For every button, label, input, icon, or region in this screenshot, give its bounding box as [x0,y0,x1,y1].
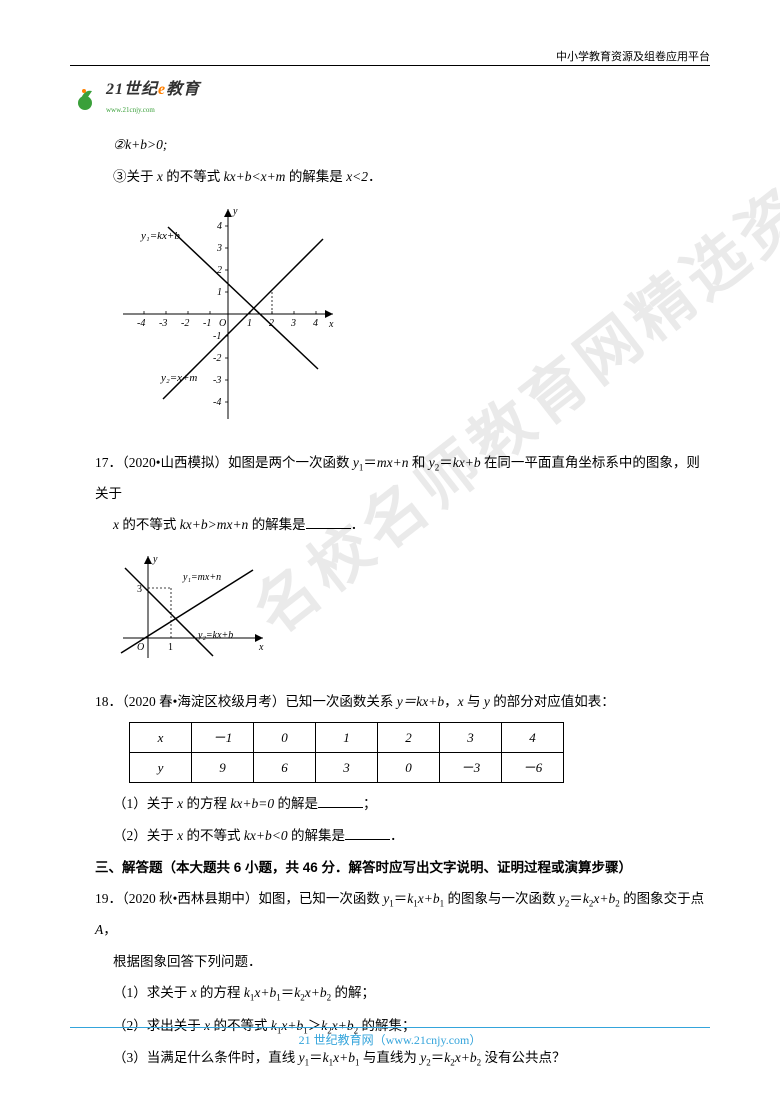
xy-table: x－101234 y9630－3－6 [129,722,564,783]
svg-text:y₁=kx+b: y₁=kx+b [140,230,180,242]
svg-text:y₂=kx+b: y₂=kx+b [197,630,233,641]
footer-rule [70,1027,710,1028]
svg-text:x: x [258,642,264,653]
question-18-2: （2）关于 x 的不等式 kx+b<0 的解集是． [95,821,710,851]
question-18-1: （1）关于 x 的方程 kx+b=0 的解是； [95,789,710,819]
blank-18-1 [318,795,363,809]
document-body: ②k+b>0; ③关于 x 的不等式 kx+b<x+m 的解集是 x<2． y … [95,130,710,1076]
logo-text: 21世纪e教育 [106,81,200,98]
svg-text:-3: -3 [159,318,167,329]
graph-2: y x O 3 1 y₁=mx+n y₂=kx+b [113,548,710,679]
table-row: y9630－3－6 [130,753,564,783]
blank-17 [306,516,351,530]
svg-text:1: 1 [217,287,222,298]
table-row: x－101234 [130,723,564,753]
svg-text:O: O [219,318,226,329]
blank-18-2 [345,826,390,840]
svg-text:4: 4 [217,221,222,232]
site-logo: 21世纪e教育 www.21cnjy.com [70,75,210,115]
header-subtitle: 中小学教育资源及组卷应用平台 [556,48,710,64]
svg-text:y: y [232,206,238,217]
svg-text:3: 3 [290,318,296,329]
logo-icon [70,81,100,111]
svg-text:O: O [137,642,144,653]
svg-text:-1: -1 [203,318,211,329]
graph-1: y x O 4 3 2 1 -1 -2 -3 -4 -4 -3 -2 -1 1 … [113,199,710,440]
svg-text:3: 3 [216,243,222,254]
question-17-line2: x 的不等式 kx+b>mx+n 的解集是． [95,510,710,540]
svg-text:-4: -4 [213,397,221,408]
svg-text:3: 3 [137,584,142,595]
svg-text:-1: -1 [213,331,221,342]
header-rule [70,65,710,66]
svg-text:1: 1 [247,318,252,329]
svg-text:-4: -4 [137,318,145,329]
question-17: 17．（2020•山西模拟）如图是两个一次函数 y1＝mx+n 和 y2＝kx+… [95,448,710,508]
svg-text:-3: -3 [213,375,221,386]
svg-text:y₂=x+m: y₂=x+m [160,372,197,384]
question-19: 19．（2020 秋•西林县期中）如图，已知一次函数 y1＝k1x+b1 的图象… [95,884,710,944]
svg-text:y₁=mx+n: y₁=mx+n [182,572,221,583]
svg-text:-2: -2 [181,318,189,329]
question-19-line2: 根据图象回答下列问题． [95,947,710,977]
question-19-1: （1）求关于 x 的方程 k1x+b1＝k2x+b2 的解； [95,978,710,1008]
section-3-heading: 三、解答题（本大题共 6 小题，共 46 分．解答时应写出文字说明、证明过程或演… [95,853,710,883]
svg-text:1: 1 [168,642,173,653]
footer-text: 21 世纪教育网（www.21cnjy.com） [0,1031,780,1048]
item-3: ③关于 x 的不等式 kx+b<x+m 的解集是 x<2． [95,162,710,192]
svg-text:x: x [328,319,334,330]
svg-text:-2: -2 [213,353,221,364]
logo-url: www.21cnjy.com [106,106,155,114]
item-2: ②k+b>0; [95,130,710,160]
svg-text:y: y [152,554,158,565]
svg-text:4: 4 [313,318,318,329]
question-18: 18．（2020 春•海淀区校级月考）已知一次函数关系 y＝kx+b，x 与 y… [95,687,710,717]
